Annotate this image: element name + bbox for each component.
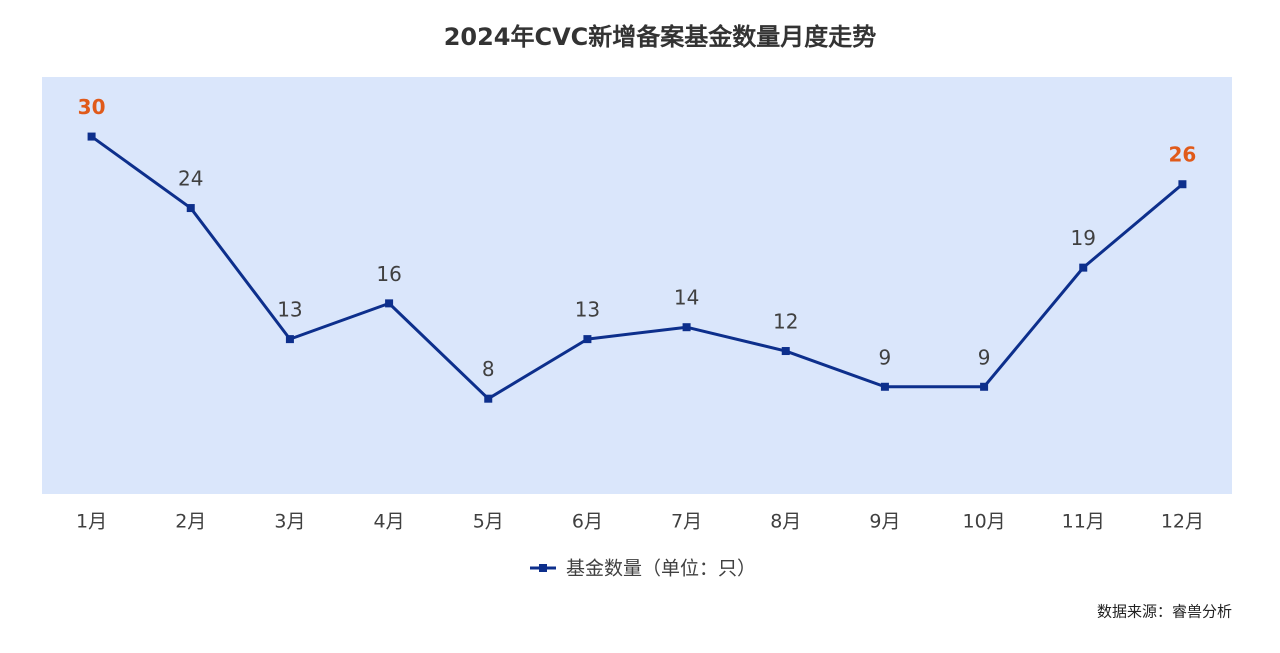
data-label: 12 bbox=[773, 310, 798, 334]
data-label: 30 bbox=[78, 95, 106, 119]
marker bbox=[484, 394, 493, 403]
x-tick-label: 8月 bbox=[770, 511, 801, 533]
data-label: 13 bbox=[575, 298, 600, 322]
marker bbox=[186, 204, 195, 213]
chart-title: 2024年CVC新增备案基金数量月度走势 bbox=[444, 23, 877, 51]
data-label: 19 bbox=[1071, 226, 1096, 250]
data-label: 24 bbox=[178, 167, 203, 191]
x-tick-label: 11月 bbox=[1062, 511, 1105, 533]
marker bbox=[583, 335, 592, 344]
x-tick-label: 3月 bbox=[274, 511, 305, 533]
data-label: 8 bbox=[482, 357, 495, 381]
marker bbox=[385, 299, 394, 308]
marker bbox=[1079, 263, 1088, 272]
marker bbox=[980, 382, 989, 391]
x-tick-label: 1月 bbox=[76, 511, 107, 533]
x-tick-label: 5月 bbox=[473, 511, 504, 533]
x-tick-label: 2月 bbox=[175, 511, 206, 533]
x-tick-label: 12月 bbox=[1161, 511, 1204, 533]
data-label: 13 bbox=[277, 298, 302, 322]
data-label: 9 bbox=[978, 345, 991, 369]
marker bbox=[285, 335, 294, 344]
x-tick-label: 6月 bbox=[572, 511, 603, 533]
data-label: 9 bbox=[879, 345, 892, 369]
line bbox=[90, 135, 1184, 401]
plot-area bbox=[42, 77, 1232, 494]
marker bbox=[1178, 180, 1187, 189]
legend-marker bbox=[539, 564, 547, 572]
x-tick-label: 4月 bbox=[374, 511, 405, 533]
data-label: 26 bbox=[1168, 143, 1196, 167]
data-label: 16 bbox=[376, 262, 401, 286]
source: 数据来源：睿兽分析 bbox=[1097, 603, 1232, 621]
x-tick-label: 9月 bbox=[869, 511, 900, 533]
marker bbox=[880, 382, 889, 391]
marker bbox=[87, 132, 96, 141]
x-tick-label: 7月 bbox=[671, 511, 702, 533]
legend-label: 基金数量（单位：只） bbox=[566, 558, 756, 580]
data-label: 14 bbox=[674, 286, 699, 310]
marker bbox=[682, 323, 691, 332]
x-tick-label: 10月 bbox=[962, 511, 1005, 533]
marker bbox=[781, 347, 790, 356]
